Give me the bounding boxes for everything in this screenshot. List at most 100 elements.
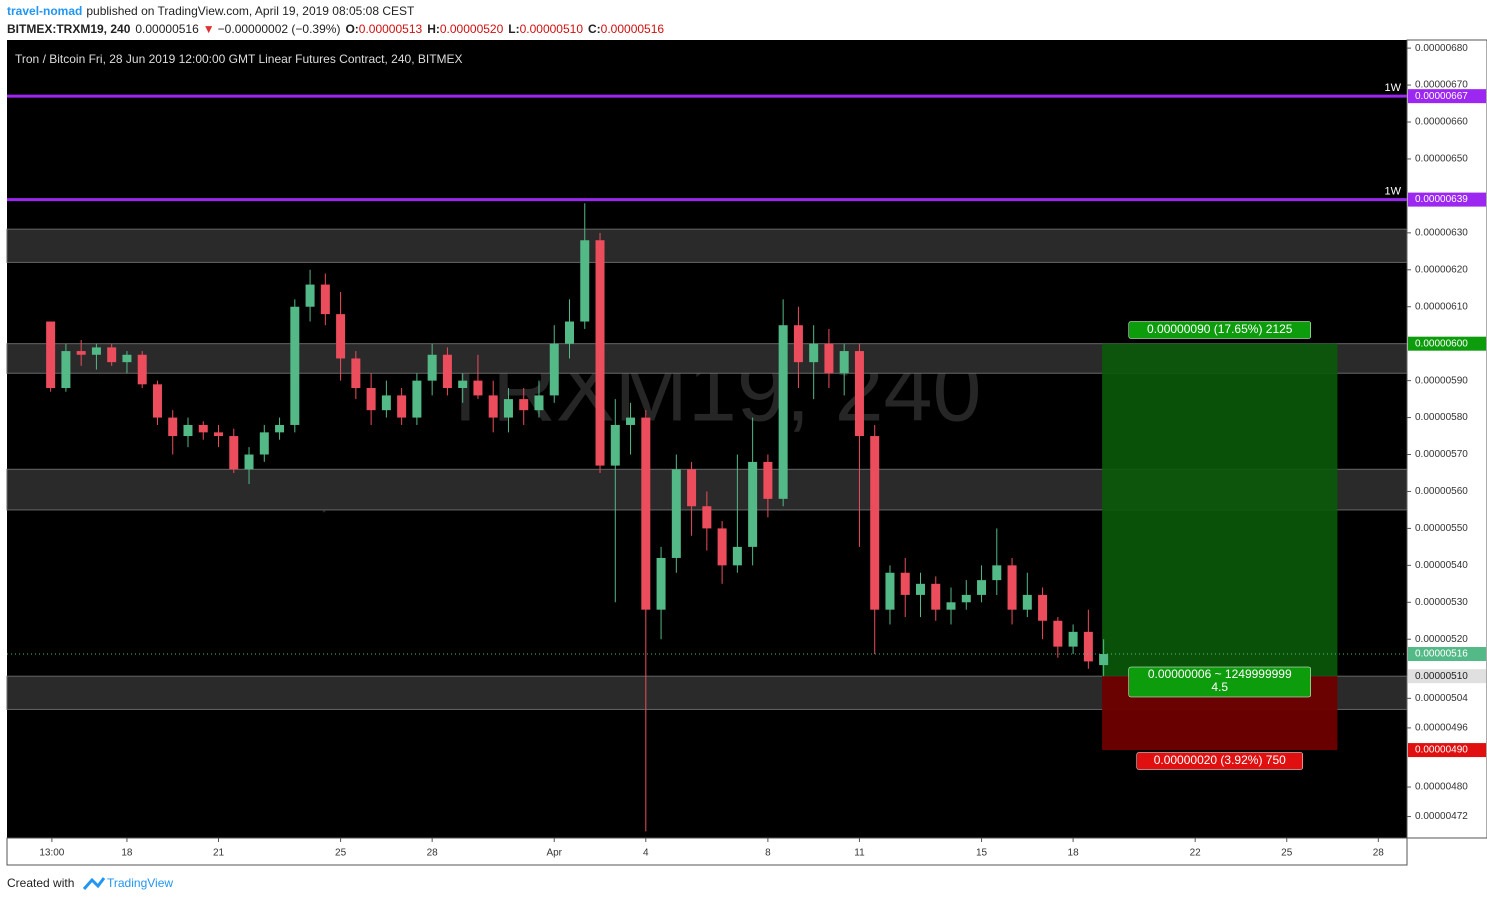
x-tick-label: 18 <box>1068 848 1080 859</box>
price-badge-label: 0.00000490 <box>1415 745 1468 756</box>
y-tick-label: 0.00000590 <box>1415 375 1468 386</box>
candle-body <box>503 399 513 418</box>
last: 0.00000516 <box>135 22 199 36</box>
price-badge <box>1408 192 1486 207</box>
level-label: 1W <box>1385 186 1402 198</box>
candle-body <box>458 380 468 389</box>
candle-body <box>427 354 437 381</box>
symbol: BITMEX:TRXM19, 240 <box>7 22 131 36</box>
x-tick-label: 18 <box>121 848 133 859</box>
x-tick-label: 28 <box>1373 848 1385 859</box>
candle-body <box>442 354 452 389</box>
candle-body <box>1053 620 1063 647</box>
candle-body <box>244 454 254 470</box>
zone <box>6 228 1408 263</box>
author[interactable]: travel-nomad <box>7 4 82 18</box>
price-badge-label: 0.00000510 <box>1415 671 1468 682</box>
target-label-box <box>1128 321 1312 339</box>
candle-body <box>580 240 590 322</box>
candle-body <box>534 395 544 411</box>
candle-body <box>168 417 178 437</box>
y-tick-label: 0.00000472 <box>1415 811 1468 822</box>
candle-body <box>977 580 987 595</box>
candle-body <box>320 284 330 315</box>
footer-brand[interactable]: TradingView <box>107 876 173 890</box>
candle-body <box>565 321 575 344</box>
candle-body <box>519 399 529 411</box>
x-tick-label: 15 <box>976 848 988 859</box>
candle-body <box>732 546 742 566</box>
ohlc-key: H: <box>427 22 440 36</box>
stop-label-box <box>1136 752 1304 770</box>
candle-body <box>336 314 346 359</box>
x-tick-label: Apr <box>546 848 562 859</box>
candle-body <box>915 583 925 595</box>
candle-body <box>626 417 636 425</box>
price-axis <box>1406 39 1487 839</box>
candle-body <box>854 351 864 437</box>
candle-body <box>992 565 1002 581</box>
candle-body <box>290 306 300 425</box>
candle-body <box>885 572 895 610</box>
candle-body <box>778 325 788 499</box>
candle-body <box>381 395 391 411</box>
y-tick-label: 0.00000480 <box>1415 782 1468 793</box>
candle-body <box>656 557 666 610</box>
stop-label: 0.00000020 (3.92%) 750 <box>1154 753 1286 767</box>
candle-body <box>214 432 224 437</box>
direction: ▼ <box>203 22 215 36</box>
candle-body <box>717 528 727 566</box>
candle-body <box>549 343 559 396</box>
candle-body <box>946 602 956 610</box>
y-tick-label: 0.00000680 <box>1415 43 1468 54</box>
candle-body <box>122 354 132 363</box>
ohlc-key: C: <box>588 22 601 36</box>
price-badge-label: 0.00000516 <box>1415 649 1468 660</box>
y-tick-label: 0.00000620 <box>1415 264 1468 275</box>
y-tick-label: 0.00000504 <box>1415 693 1468 704</box>
chart-title: Tron / Bitcoin Fri, 28 Jun 2019 12:00:00… <box>15 52 463 66</box>
candle-body <box>870 436 880 610</box>
y-tick-label: 0.00000670 <box>1415 80 1468 91</box>
ohlc-value: 0.00000520 <box>440 22 504 36</box>
candle-body <box>687 469 697 507</box>
x-tick-label: 28 <box>427 848 439 859</box>
x-tick-label: 13:00 <box>39 848 64 859</box>
published: published on TradingView.com, April 19, … <box>86 4 415 18</box>
candle-body <box>900 572 910 595</box>
candle-body <box>793 325 803 363</box>
candle-body <box>259 432 269 455</box>
candle-body <box>351 358 361 389</box>
candle-body <box>46 321 56 389</box>
y-tick-label: 0.00000630 <box>1415 227 1468 238</box>
candle-body <box>397 395 407 418</box>
candle-body <box>107 347 117 363</box>
candle-body <box>275 424 285 433</box>
price-badge <box>1408 669 1486 684</box>
candle-body <box>488 395 498 418</box>
profit-zone <box>1102 343 1338 677</box>
ohlc-value: 0.00000516 <box>601 22 665 36</box>
y-tick-label: 0.00000650 <box>1415 154 1468 165</box>
price-badge <box>1408 89 1486 104</box>
candle-body <box>763 461 773 499</box>
y-tick-label: 0.00000660 <box>1415 117 1468 128</box>
candle-body <box>137 354 147 385</box>
price-badge <box>1408 336 1486 351</box>
footer-created: Created with <box>7 876 74 890</box>
ohlc-value: 0.00000513 <box>359 22 423 36</box>
candle-body <box>1007 565 1017 610</box>
candle-body <box>641 417 651 610</box>
candle-body <box>152 384 162 418</box>
price-badge <box>1408 647 1486 662</box>
candle-body <box>412 380 422 418</box>
ohlc-value: 0.00000510 <box>520 22 584 36</box>
candle-body <box>1099 654 1109 666</box>
candle-body <box>229 436 239 470</box>
y-tick-label: 0.00000580 <box>1415 412 1468 423</box>
entry-label: 4.5 <box>1211 680 1228 694</box>
candle-body <box>76 351 86 355</box>
candle-body <box>595 240 605 466</box>
x-tick-label: 25 <box>1281 848 1293 859</box>
